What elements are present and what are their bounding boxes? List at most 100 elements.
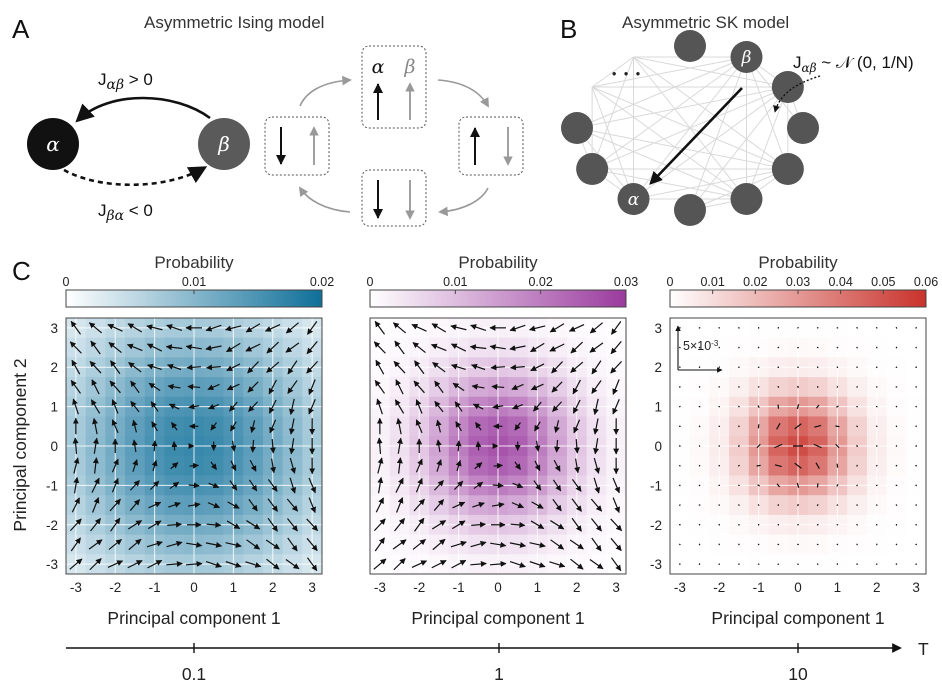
flow-arrow	[306, 360, 319, 374]
flow-arrow	[248, 479, 258, 492]
heatmap-panels: Probability 0 0.01 0.02 -3 -3 -2 -2 -1 -1 0 0 1 1 2 2 3 3…	[46, 253, 938, 628]
sk-edge	[576, 127, 747, 200]
flow-arrow	[589, 342, 604, 353]
x-tick-label: 0	[190, 580, 198, 595]
flow-arrow	[308, 477, 316, 494]
flow-arrow	[269, 419, 277, 434]
flow-arrow	[226, 520, 241, 530]
flow-arrow	[126, 343, 143, 352]
state-box-up-up	[361, 45, 427, 129]
flow-arrow	[72, 398, 79, 415]
flow-arrow	[698, 346, 701, 349]
scale-arrow: 5×10-3	[675, 325, 723, 373]
x-tick-label: 3	[612, 580, 620, 595]
flow-arrow	[815, 462, 820, 470]
y-tick-label: 1	[50, 400, 58, 415]
flow-arrow	[757, 504, 760, 507]
flow-arrow	[915, 484, 918, 487]
flow-arrow	[591, 360, 602, 375]
colorbar-tick-label: 0	[63, 275, 70, 289]
y-tick-label: 0	[50, 439, 58, 454]
sk-edge	[592, 168, 747, 200]
flow-arrow	[206, 364, 221, 371]
flow-arrow	[225, 542, 242, 548]
flow-arrow	[836, 405, 839, 408]
flow-arrow	[678, 445, 681, 447]
flow-arrow	[128, 362, 142, 373]
flow-arrow	[69, 518, 82, 532]
colorbar-title: Probability	[154, 253, 234, 272]
flow-arrow	[797, 366, 799, 369]
flow-arrow	[373, 518, 386, 532]
flow-arrow	[612, 379, 620, 395]
flow-arrow	[187, 501, 201, 508]
colorbar-tick-label: 0.06	[914, 275, 938, 289]
heatmap-panel-T-10: Probability 0 0.01 0.02 0.03 0.04 0.05 0.06 -3 -3…	[650, 253, 938, 628]
flow-arrow	[470, 540, 487, 548]
flow-arrows	[678, 326, 918, 566]
flow-arrow	[797, 326, 799, 329]
flow-arrow	[737, 563, 740, 566]
flow-arrow	[165, 344, 183, 351]
flow-arrow	[208, 482, 220, 489]
flow-arrow	[246, 539, 261, 550]
flow-arrow	[533, 480, 542, 491]
flow-arrow	[377, 457, 384, 474]
flow-arrow	[489, 344, 506, 351]
flow-arrow	[738, 543, 740, 546]
x-tick-label: 3	[308, 580, 316, 595]
flow-arrow	[375, 497, 384, 513]
flow-arrow	[434, 380, 444, 394]
flow-arrow	[393, 360, 406, 374]
flow-arrow	[245, 323, 261, 333]
flow-arrow	[306, 537, 318, 552]
flow-arrow	[533, 401, 542, 412]
flow-arrow	[776, 422, 781, 430]
flow-arrow	[572, 379, 581, 395]
flow-arrow	[376, 398, 383, 415]
flow-arrow	[249, 459, 257, 472]
temperature-tick-label: 1	[494, 664, 504, 684]
sk-edge	[576, 86, 788, 129]
flow-arrow	[187, 383, 201, 390]
flow-arrow	[286, 518, 298, 532]
flow-arrow	[590, 518, 602, 532]
flow-arrow	[167, 383, 181, 390]
flow-arrow	[534, 440, 541, 452]
flow-arrow	[756, 464, 761, 467]
flow-arrow	[373, 558, 387, 570]
sk-edge	[633, 56, 789, 170]
flow-arrow	[92, 457, 99, 474]
flow-arrow	[875, 464, 878, 467]
flow-arrow	[166, 540, 183, 548]
flow-arrow	[490, 541, 507, 548]
flow-arrow	[166, 560, 183, 567]
colorbar-tick-label: 0.03	[614, 275, 638, 289]
flow-arrow	[189, 462, 199, 469]
flow-arrow	[188, 403, 200, 410]
flow-arrow	[70, 537, 81, 552]
flow-arrow	[774, 443, 783, 449]
flow-arrow	[373, 341, 386, 354]
flow-arrow	[510, 364, 525, 371]
flow-arrow	[129, 499, 141, 511]
flow-arrow	[698, 523, 701, 526]
colorbar-tick-label: 0.03	[786, 275, 810, 289]
flow-arrow	[392, 322, 407, 334]
flow-arrow	[146, 343, 163, 352]
x-tick-label: 2	[873, 580, 881, 595]
flow-arrow	[475, 421, 482, 431]
x-tick-label: -1	[453, 580, 465, 595]
flow-arrow	[377, 476, 384, 494]
coupling-pointer	[773, 75, 821, 113]
y-tick-label: -3	[650, 557, 662, 572]
flow-arrow	[266, 341, 280, 354]
flow-arrow	[875, 326, 878, 329]
coupling-arrow-beta-to-alpha	[75, 96, 211, 123]
flow-arrow	[856, 563, 858, 566]
heatmap-panel-T-1: Probability 0 0.01 0.02 0.03 -3 -2 -1 0 1 2 3 Princi…	[367, 253, 639, 628]
flow-arrow	[451, 520, 466, 530]
flow-arrow	[553, 459, 561, 472]
flow-arrow	[396, 497, 404, 513]
flow-arrow	[737, 464, 740, 467]
